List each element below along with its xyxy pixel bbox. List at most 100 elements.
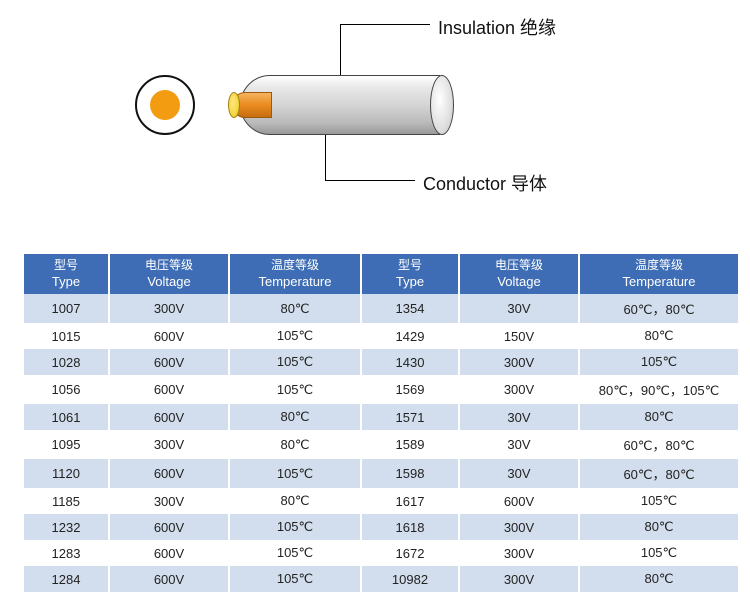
- table-cell: 300V: [460, 514, 578, 540]
- table-cell: 105℃: [230, 323, 360, 349]
- callout-line: [325, 135, 326, 180]
- table-cell: 80℃: [230, 404, 360, 430]
- col-header: 温度等级Temperature: [230, 254, 360, 294]
- col-header: 电压等级Voltage: [110, 254, 228, 294]
- table-cell: 600V: [110, 540, 228, 566]
- table-cell: 80℃: [230, 294, 360, 323]
- table-cell: 1095: [24, 430, 108, 459]
- table-row: 1056600V105℃1569300V80℃，90℃，105℃: [24, 375, 738, 404]
- table-row: 1185300V80℃1617600V105℃: [24, 488, 738, 514]
- table-cell: 60℃，80℃: [580, 459, 738, 488]
- table-cell: 1571: [362, 404, 458, 430]
- col-cn: 温度等级: [582, 258, 736, 274]
- table-cell: 300V: [460, 349, 578, 375]
- table-cell: 300V: [460, 375, 578, 404]
- table-cell: 1589: [362, 430, 458, 459]
- table-cell: 300V: [110, 430, 228, 459]
- col-en: Voltage: [112, 274, 226, 291]
- table-cell: 1015: [24, 323, 108, 349]
- col-en: Temperature: [232, 274, 358, 291]
- table-cell: 1672: [362, 540, 458, 566]
- table-cell: 105℃: [230, 540, 360, 566]
- table-cell: 1569: [362, 375, 458, 404]
- callout-line: [340, 24, 341, 75]
- col-en: Type: [26, 274, 106, 291]
- table-cell: 300V: [460, 566, 578, 592]
- col-cn: 电压等级: [112, 258, 226, 274]
- table-cell: 105℃: [230, 566, 360, 592]
- table-cell: 105℃: [230, 349, 360, 375]
- col-cn: 型号: [26, 258, 106, 274]
- table-cell: 30V: [460, 430, 578, 459]
- table-cell: 80℃: [580, 404, 738, 430]
- table-body: 1007300V80℃135430V60℃，80℃1015600V105℃142…: [24, 294, 738, 592]
- table-row: 1284600V105℃10982300V80℃: [24, 566, 738, 592]
- table-cell: 1618: [362, 514, 458, 540]
- table-cell: 300V: [460, 540, 578, 566]
- col-cn: 型号: [364, 258, 456, 274]
- table-row: 1095300V80℃158930V60℃，80℃: [24, 430, 738, 459]
- table-cell: 600V: [110, 323, 228, 349]
- col-header: 型号Type: [362, 254, 458, 294]
- insulation-label: Insulation 绝缘: [438, 14, 556, 40]
- col-en: Type: [364, 274, 456, 291]
- col-header: 型号Type: [24, 254, 108, 294]
- table-row: 1120600V105℃159830V60℃，80℃: [24, 459, 738, 488]
- table-cell: 600V: [460, 488, 578, 514]
- table-cell: 1056: [24, 375, 108, 404]
- table-cell: 80℃，90℃，105℃: [580, 375, 738, 404]
- table-cell: 1232: [24, 514, 108, 540]
- col-cn: 温度等级: [232, 258, 358, 274]
- table-cell: 105℃: [580, 349, 738, 375]
- insulation-ring: [135, 75, 195, 135]
- table-cell: 105℃: [230, 459, 360, 488]
- table-cell: 600V: [110, 404, 228, 430]
- table-row: 1061600V80℃157130V80℃: [24, 404, 738, 430]
- table-cell: 1354: [362, 294, 458, 323]
- insulation-end-face: [430, 75, 454, 135]
- table-cell: 600V: [110, 514, 228, 540]
- table-cell: 300V: [110, 294, 228, 323]
- table-cell: 30V: [460, 459, 578, 488]
- table-cell: 150V: [460, 323, 578, 349]
- table-header-row: 型号Type 电压等级Voltage 温度等级Temperature 型号Typ…: [24, 254, 738, 294]
- table-cell: 1120: [24, 459, 108, 488]
- table-cell: 1283: [24, 540, 108, 566]
- table-row: 1028600V105℃1430300V105℃: [24, 349, 738, 375]
- table-cell: 105℃: [230, 375, 360, 404]
- col-header: 电压等级Voltage: [460, 254, 578, 294]
- table-cell: 105℃: [230, 514, 360, 540]
- table-cell: 10982: [362, 566, 458, 592]
- table-cell: 1284: [24, 566, 108, 592]
- table-cell: 1061: [24, 404, 108, 430]
- col-en: Temperature: [582, 274, 736, 291]
- table-cell: 1185: [24, 488, 108, 514]
- table-cell: 1598: [362, 459, 458, 488]
- table-cell: 60℃，80℃: [580, 294, 738, 323]
- table-cell: 300V: [110, 488, 228, 514]
- cable-diagram: Insulation 绝缘 Conductor 导体: [0, 0, 750, 220]
- table-row: 1283600V105℃1672300V105℃: [24, 540, 738, 566]
- table-cell: 1429: [362, 323, 458, 349]
- table-cell: 80℃: [580, 323, 738, 349]
- table-cell: 1430: [362, 349, 458, 375]
- table-cell: 80℃: [580, 514, 738, 540]
- table-row: 1232600V105℃1618300V80℃: [24, 514, 738, 540]
- table-cell: 1007: [24, 294, 108, 323]
- col-cn: 电压等级: [462, 258, 576, 274]
- table-cell: 80℃: [230, 430, 360, 459]
- spec-table: 型号Type 电压等级Voltage 温度等级Temperature 型号Typ…: [22, 254, 740, 592]
- table-cell: 30V: [460, 294, 578, 323]
- cable-cross-section: [135, 75, 195, 135]
- table-cell: 600V: [110, 375, 228, 404]
- table-cell: 105℃: [580, 540, 738, 566]
- table-cell: 600V: [110, 459, 228, 488]
- table-row: 1007300V80℃135430V60℃，80℃: [24, 294, 738, 323]
- table-cell: 60℃，80℃: [580, 430, 738, 459]
- table-cell: 105℃: [580, 488, 738, 514]
- table-cell: 600V: [110, 566, 228, 592]
- table-cell: 600V: [110, 349, 228, 375]
- table-cell: 30V: [460, 404, 578, 430]
- col-en: Voltage: [462, 274, 576, 291]
- table-cell: 1028: [24, 349, 108, 375]
